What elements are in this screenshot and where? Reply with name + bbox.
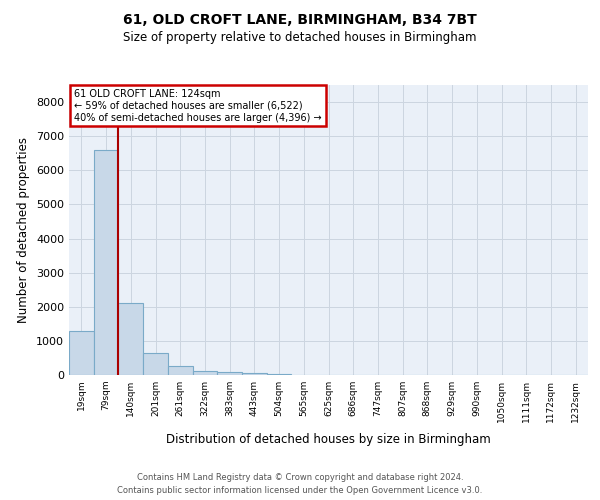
Text: Contains HM Land Registry data © Crown copyright and database right 2024.: Contains HM Land Registry data © Crown c… bbox=[137, 472, 463, 482]
Bar bbox=[168, 366, 193, 375]
Text: Size of property relative to detached houses in Birmingham: Size of property relative to detached ho… bbox=[123, 31, 477, 44]
Bar bbox=[143, 353, 168, 375]
Bar bbox=[217, 372, 242, 375]
Bar bbox=[267, 374, 292, 375]
Bar bbox=[193, 371, 217, 375]
Bar bbox=[242, 374, 267, 375]
Text: Distribution of detached houses by size in Birmingham: Distribution of detached houses by size … bbox=[166, 432, 491, 446]
Bar bbox=[118, 304, 143, 375]
Text: 61 OLD CROFT LANE: 124sqm
← 59% of detached houses are smaller (6,522)
40% of se: 61 OLD CROFT LANE: 124sqm ← 59% of detac… bbox=[74, 90, 322, 122]
Bar bbox=[69, 330, 94, 375]
Y-axis label: Number of detached properties: Number of detached properties bbox=[17, 137, 31, 323]
Text: Contains public sector information licensed under the Open Government Licence v3: Contains public sector information licen… bbox=[118, 486, 482, 495]
Bar bbox=[94, 150, 118, 375]
Text: 61, OLD CROFT LANE, BIRMINGHAM, B34 7BT: 61, OLD CROFT LANE, BIRMINGHAM, B34 7BT bbox=[123, 12, 477, 26]
